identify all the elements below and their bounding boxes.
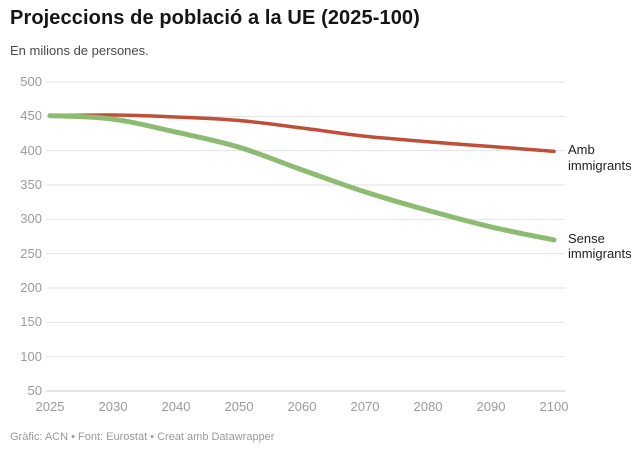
y-axis-tick-label: 500 — [20, 74, 42, 89]
y-axis-tick-label: 150 — [20, 314, 42, 330]
chart-title: Projeccions de població a la UE (2025-10… — [10, 7, 420, 29]
x-axis-tick-label: 2025 — [35, 399, 65, 414]
x-axis-tick-label: 2060 — [287, 399, 317, 414]
chart-subtitle: En milions de persones. — [10, 43, 149, 58]
y-axis-tick-label: 250 — [20, 245, 42, 261]
x-axis-tick-label: 2080 — [413, 399, 443, 414]
y-axis-tick-label: 200 — [20, 280, 42, 295]
y-axis-tick-label: 300 — [20, 211, 42, 227]
x-axis-tick-label: 2090 — [476, 399, 506, 414]
x-axis-tick-label: 2030 — [98, 399, 128, 414]
y-axis-tick-label: 350 — [20, 177, 42, 192]
series-label-sense-immigrants: Sense immigrants — [568, 230, 632, 262]
x-axis-tick-label: 2070 — [350, 399, 380, 414]
sense-immigrants-line[interactable] — [47, 113, 557, 243]
x-axis-tick-label: 2040 — [161, 399, 191, 414]
x-axis-tick-label: 2050 — [224, 399, 254, 414]
x-axis-tick-label: 2100 — [539, 399, 569, 414]
y-axis-tick-label: 450 — [20, 108, 42, 124]
series-label-amb-immigrants: Amb immigrants — [568, 142, 632, 173]
y-axis-tick-label: 50 — [27, 383, 42, 398]
amb-immigrants-line[interactable] — [48, 113, 556, 154]
chart-credit-footer: Gràfic: ACN • Font: Eurostat • Creat amb… — [10, 431, 275, 443]
y-axis-tick-label: 100 — [20, 348, 42, 364]
y-axis-tick-label: 400 — [20, 142, 42, 158]
